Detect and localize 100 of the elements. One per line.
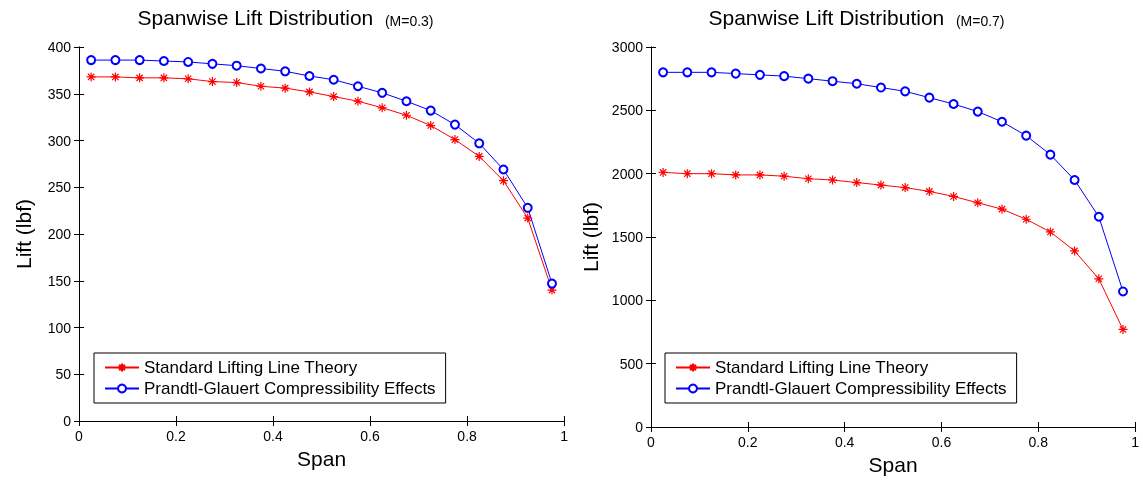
x-tick-label: 0.8 (1028, 434, 1049, 450)
point (658, 67, 669, 78)
point (546, 278, 557, 289)
chart-title: Spanwise Lift Distribution (137, 6, 385, 29)
y-axis-title: Lift (lbf) (12, 198, 35, 270)
point (875, 82, 886, 93)
point (158, 72, 169, 83)
legend-label: Prandtl-Glauert Compressibility Effects (715, 379, 1007, 398)
point (328, 74, 339, 85)
point (658, 167, 669, 178)
x-tick-label: 0.6 (360, 428, 381, 444)
point (401, 96, 412, 107)
point (682, 168, 693, 179)
legend-label: Standard Lifting Line Theory (715, 358, 929, 377)
point (900, 182, 911, 193)
y-tick-label: 1000 (611, 292, 644, 309)
point (803, 73, 814, 84)
point (110, 55, 121, 66)
y-tick-label: 3000 (611, 39, 644, 55)
point (207, 58, 218, 69)
point (1069, 245, 1080, 257)
point (851, 78, 862, 89)
point (134, 55, 145, 66)
point (134, 72, 145, 83)
point (280, 83, 291, 94)
point (231, 77, 242, 88)
x-tick-label: 0.8 (457, 428, 478, 444)
point (996, 116, 1007, 127)
point (972, 106, 983, 117)
point (779, 71, 790, 82)
x-tick-label: 0 (75, 428, 84, 444)
y-tick-label: 0 (63, 413, 72, 429)
x-tick-label: 0.2 (166, 428, 186, 444)
point (827, 76, 838, 87)
x-tick-label: 0.4 (834, 434, 855, 450)
point (1093, 273, 1104, 284)
legend-label: Prandtl-Glauert Compressibility Effects (144, 379, 436, 398)
point (304, 70, 315, 81)
point (827, 174, 838, 186)
point (1117, 324, 1129, 335)
point (498, 164, 509, 175)
point (900, 86, 911, 97)
point (328, 91, 339, 102)
y-tick-label: 500 (619, 355, 644, 372)
point (924, 186, 935, 197)
point (377, 87, 388, 98)
point (706, 168, 717, 179)
point (706, 67, 717, 78)
point (183, 56, 194, 67)
point (474, 138, 485, 149)
y-tick-label: 400 (47, 39, 72, 55)
point (304, 86, 315, 97)
y-tick-label: 1500 (611, 229, 644, 245)
point (996, 204, 1008, 215)
point (803, 173, 814, 184)
point (779, 171, 790, 182)
point (1021, 130, 1032, 141)
x-tick-label: 1 (1131, 434, 1140, 450)
y-tick-label: 150 (47, 272, 72, 289)
point (924, 92, 935, 103)
point (86, 71, 97, 83)
chart-title: Spanwise Lift Distribution (708, 6, 956, 29)
point (474, 151, 485, 162)
point (401, 110, 412, 121)
y-tick-label: 2500 (611, 102, 644, 119)
point (1093, 211, 1104, 222)
y-tick-label: 350 (47, 85, 72, 102)
point (1045, 149, 1056, 160)
x-tick-label: 1 (560, 428, 569, 444)
point (86, 55, 97, 66)
point (754, 69, 765, 80)
point (1069, 175, 1080, 185)
point (352, 96, 364, 107)
point (183, 73, 194, 84)
point (754, 169, 766, 181)
chart-subtitle: (M=0.3) (384, 13, 434, 29)
point (948, 191, 959, 202)
point (1021, 214, 1032, 225)
chart-subtitle: (M=0.7) (955, 13, 1005, 29)
x-tick-label: 0.4 (263, 428, 283, 444)
y-axis-title: Lift (lbf) (578, 201, 602, 273)
point (158, 56, 169, 67)
y-tick-label: 2000 (611, 165, 644, 182)
y-tick-label: 50 (55, 366, 72, 383)
x-tick-label: 0.2 (738, 434, 758, 450)
point (255, 63, 266, 74)
point (498, 175, 509, 186)
legend-label: Standard Lifting Line Theory (144, 358, 358, 377)
point (522, 213, 533, 224)
point (449, 119, 460, 130)
point (425, 105, 436, 116)
x-axis-title: Span (868, 452, 918, 476)
point (851, 177, 862, 188)
y-tick-label: 200 (47, 226, 72, 242)
x-tick-label: 0 (647, 434, 656, 450)
point (875, 179, 887, 191)
point (377, 102, 388, 113)
x-tick-label: 0.6 (931, 434, 952, 450)
y-tick-label: 250 (47, 179, 72, 196)
point (948, 99, 959, 109)
